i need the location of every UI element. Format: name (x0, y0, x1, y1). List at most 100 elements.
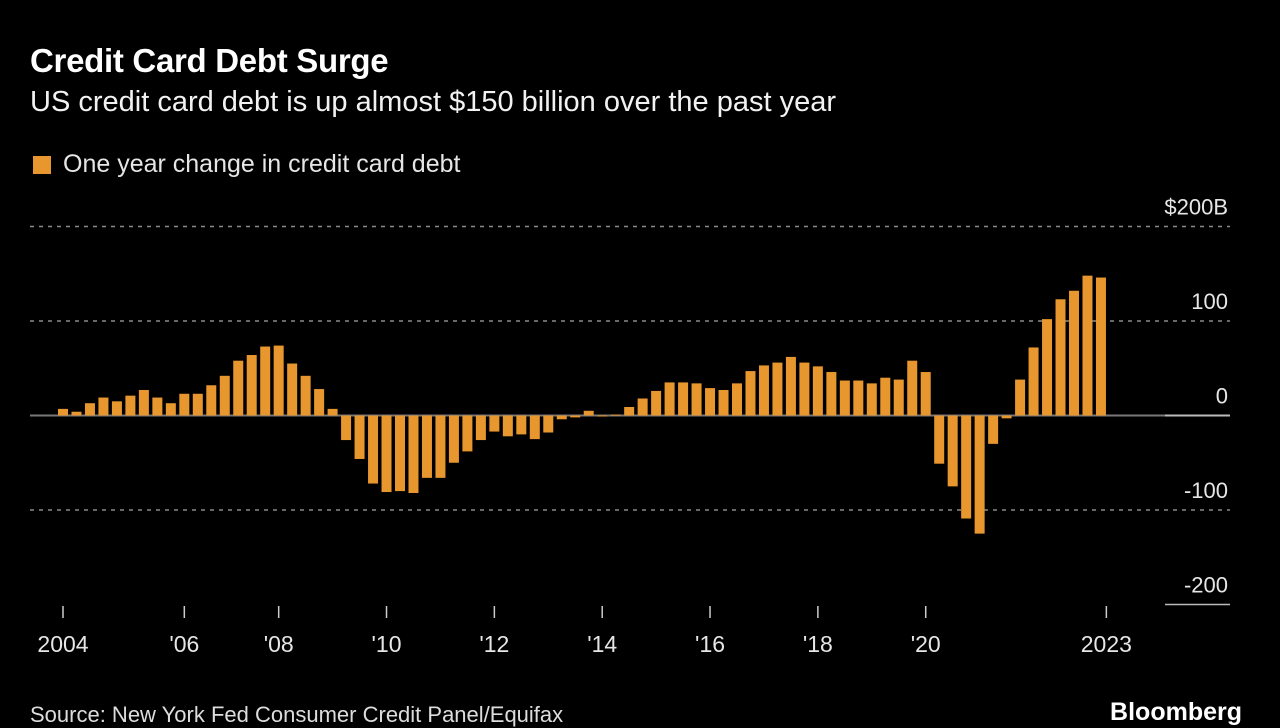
chart-subtitle: US credit card debt is up almost $150 bi… (30, 86, 836, 118)
bar (974, 415, 985, 534)
bar (327, 408, 338, 416)
bar (502, 415, 513, 437)
bar (1042, 319, 1053, 416)
bar (826, 372, 837, 416)
bar (165, 403, 176, 416)
bar (880, 377, 891, 416)
bar (745, 371, 756, 416)
bar (691, 383, 702, 416)
bar (772, 362, 783, 416)
bar (812, 366, 823, 416)
bar (138, 389, 149, 416)
legend: One year change in credit card debt (33, 150, 460, 179)
bar (785, 356, 796, 416)
bar (947, 415, 958, 487)
x-tick-label: '20 (911, 631, 941, 657)
x-tick-label: '10 (372, 631, 402, 657)
x-tick-label: '18 (803, 631, 833, 657)
bar (1001, 415, 1012, 419)
bar (1082, 275, 1093, 416)
bar (610, 414, 621, 416)
bar (799, 362, 810, 416)
bar (421, 415, 432, 478)
bar (206, 385, 217, 416)
bar (529, 415, 540, 440)
bar (866, 383, 877, 416)
x-tick-label: 2004 (37, 631, 88, 657)
chart-title: Credit Card Debt Surge (30, 42, 389, 79)
bar (1055, 299, 1066, 416)
bar (853, 380, 864, 416)
y-tick-label: $200B (1164, 195, 1228, 220)
bar (58, 408, 68, 416)
bar (637, 398, 648, 416)
bar (583, 410, 594, 416)
bar (233, 360, 244, 416)
bar (624, 406, 635, 416)
bar (448, 415, 459, 463)
bar (179, 393, 190, 416)
bar (664, 382, 675, 416)
bar (1095, 277, 1106, 416)
bar (395, 415, 405, 492)
bar (314, 389, 325, 416)
bar (408, 415, 419, 493)
x-tick-label: '08 (264, 631, 294, 657)
x-tick-label: 2023 (1081, 631, 1132, 657)
bar (84, 403, 95, 416)
bar (543, 415, 554, 433)
bar (893, 379, 904, 416)
x-tick-label: '06 (169, 631, 199, 657)
bar (718, 389, 729, 416)
bar (758, 365, 769, 416)
y-tick-label: -200 (1184, 573, 1228, 598)
bar (920, 372, 931, 416)
bar (651, 390, 662, 416)
bar (368, 415, 379, 484)
bar (152, 397, 163, 416)
x-tick-label: '16 (695, 631, 725, 657)
y-tick-label: -100 (1184, 478, 1228, 503)
bar (125, 395, 136, 416)
bar (287, 363, 298, 416)
bar (678, 382, 689, 416)
bar (934, 415, 945, 464)
bar (570, 415, 581, 418)
bar (273, 345, 284, 416)
x-tick-label: '14 (587, 631, 617, 657)
bar (1069, 290, 1079, 416)
bar (300, 375, 311, 416)
bar (98, 397, 109, 416)
bar (435, 415, 446, 478)
bar (961, 415, 972, 519)
bar (732, 383, 742, 416)
bar (988, 415, 999, 444)
bar (219, 375, 230, 416)
bar (71, 411, 82, 416)
bloomberg-logo: Bloomberg (1110, 698, 1242, 726)
y-tick-label: 0 (1216, 384, 1228, 409)
bar (246, 355, 257, 416)
bar (705, 388, 716, 416)
bar (381, 415, 392, 493)
bar (354, 415, 365, 459)
bar (597, 415, 608, 417)
bar (462, 415, 473, 452)
bar (475, 415, 486, 441)
bar (260, 346, 271, 416)
legend-swatch (33, 155, 51, 174)
bar (839, 380, 850, 416)
bar (111, 401, 122, 416)
bar (907, 360, 918, 416)
bar (341, 415, 352, 441)
legend-label: One year change in credit card debt (63, 150, 461, 178)
bar (1028, 347, 1039, 416)
bar (489, 415, 500, 432)
x-tick-label: '12 (479, 631, 509, 657)
y-tick-label: 100 (1191, 289, 1228, 314)
bar (556, 415, 567, 420)
bar (192, 393, 203, 416)
source-note: Source: New York Fed Consumer Credit Pan… (30, 702, 564, 727)
bar (516, 415, 527, 435)
